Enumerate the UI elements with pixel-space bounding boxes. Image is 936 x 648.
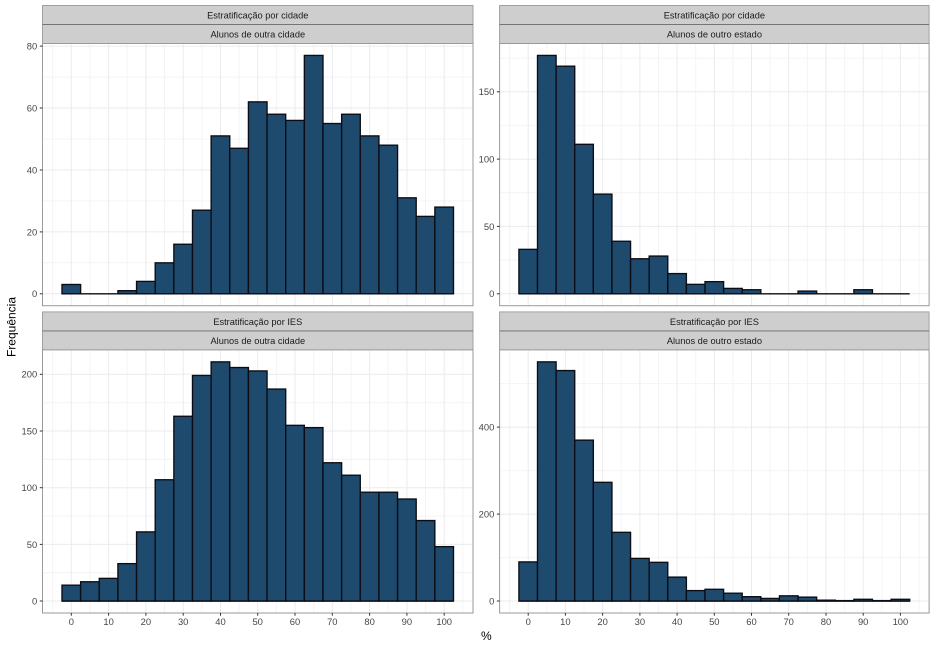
svg-text:0: 0 — [32, 595, 37, 606]
svg-text:Alunos de outro estado: Alunos de outro estado — [667, 336, 762, 346]
svg-text:60: 60 — [746, 616, 756, 627]
svg-text:100: 100 — [893, 616, 909, 627]
svg-text:60: 60 — [27, 102, 37, 113]
svg-text:50: 50 — [252, 616, 262, 627]
svg-text:60: 60 — [290, 616, 300, 627]
svg-text:0: 0 — [526, 616, 531, 627]
svg-text:30: 30 — [635, 616, 645, 627]
svg-text:20: 20 — [27, 226, 37, 237]
svg-text:200: 200 — [22, 369, 38, 380]
svg-text:20: 20 — [597, 616, 607, 627]
svg-text:150: 150 — [479, 86, 495, 97]
svg-text:0: 0 — [489, 595, 494, 606]
svg-text:Estratificação por IES: Estratificação por IES — [670, 317, 759, 327]
svg-text:0: 0 — [69, 616, 74, 627]
svg-text:10: 10 — [103, 616, 113, 627]
svg-text:Estratificação por IES: Estratificação por IES — [213, 317, 302, 327]
svg-text:80: 80 — [821, 616, 831, 627]
svg-text:90: 90 — [402, 616, 412, 627]
svg-text:50: 50 — [484, 221, 494, 232]
svg-text:50: 50 — [27, 539, 37, 550]
svg-text:200: 200 — [479, 509, 495, 520]
svg-text:0: 0 — [489, 288, 494, 299]
svg-text:80: 80 — [364, 616, 374, 627]
svg-text:100: 100 — [436, 616, 452, 627]
svg-text:50: 50 — [709, 616, 719, 627]
svg-text:0: 0 — [32, 288, 37, 299]
svg-text:Alunos de outra cidade: Alunos de outra cidade — [210, 29, 305, 39]
svg-text:70: 70 — [783, 616, 793, 627]
svg-text:Estratificação por cidade: Estratificação por cidade — [207, 10, 308, 20]
svg-text:20: 20 — [141, 616, 151, 627]
svg-text:70: 70 — [327, 616, 337, 627]
svg-text:90: 90 — [858, 616, 868, 627]
svg-text:Alunos de outra cidade: Alunos de outra cidade — [210, 336, 305, 346]
svg-text:Alunos de outro estado: Alunos de outro estado — [667, 29, 762, 39]
svg-text:150: 150 — [22, 425, 38, 436]
svg-text:10: 10 — [560, 616, 570, 627]
svg-text:30: 30 — [178, 616, 188, 627]
svg-text:40: 40 — [672, 616, 682, 627]
svg-text:40: 40 — [215, 616, 225, 627]
svg-text:%: % — [481, 629, 492, 643]
svg-text:40: 40 — [27, 164, 37, 175]
svg-text:Frequência: Frequência — [5, 297, 19, 357]
svg-text:80: 80 — [27, 41, 37, 52]
svg-text:100: 100 — [479, 154, 495, 165]
svg-text:100: 100 — [22, 482, 38, 493]
svg-text:Estratificação por cidade: Estratificação por cidade — [664, 10, 765, 20]
svg-text:400: 400 — [479, 422, 495, 433]
